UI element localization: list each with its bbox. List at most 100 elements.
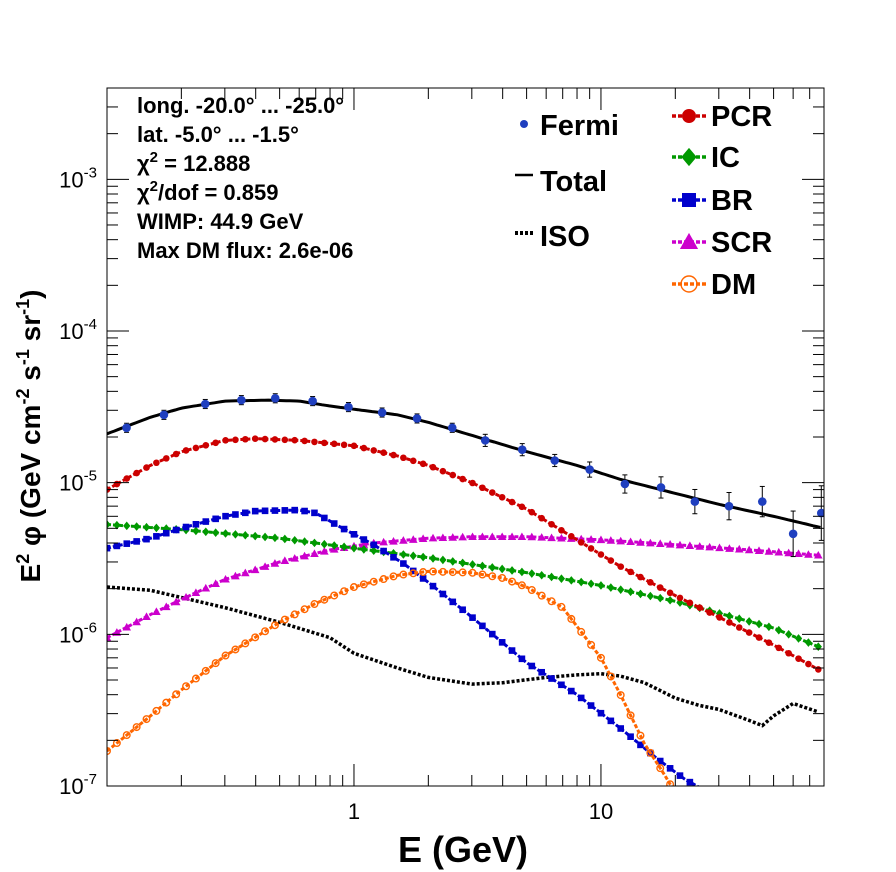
pcr-point — [607, 557, 615, 564]
ic-point — [636, 589, 645, 599]
pcr-point — [212, 439, 219, 447]
pcr-point — [696, 604, 704, 611]
scr-point — [695, 542, 705, 550]
fermi-point — [270, 393, 280, 403]
scr-point — [705, 542, 714, 551]
dm-point — [142, 715, 151, 724]
pcr-point — [222, 437, 229, 444]
dm-point — [369, 577, 378, 586]
pcr-point — [301, 437, 308, 445]
br-point — [182, 523, 190, 531]
pcr-point — [726, 619, 733, 626]
scr-point — [646, 538, 655, 547]
ic-point — [142, 522, 151, 532]
legend-fermi: Fermi — [520, 110, 619, 142]
pcr-point — [597, 551, 605, 558]
pcr-point — [637, 573, 644, 581]
ic-point — [765, 622, 773, 632]
scr-point — [270, 559, 280, 567]
pcr-point — [143, 464, 150, 471]
dm-point — [132, 723, 141, 732]
legend-total: Total — [515, 166, 607, 198]
scr-point — [596, 535, 606, 544]
legend-ic: IC — [672, 142, 740, 174]
ic-point — [340, 542, 348, 552]
pcr-point — [548, 520, 555, 528]
fermi-point — [344, 402, 353, 412]
fit-info-line: long. -20.0° ... -25.0° — [137, 93, 344, 118]
legend: Fermi Total ISO PCR IC BR SCR DM — [515, 101, 772, 301]
br-point — [350, 531, 358, 538]
pcr-point — [182, 447, 190, 454]
ic-point — [251, 531, 259, 541]
legend-pcr-label: PCR — [711, 101, 772, 133]
scr-point — [161, 602, 171, 611]
scr-point — [804, 550, 813, 558]
ic-point — [241, 530, 249, 540]
axes-layer: 1 10 10-7 10-6 10-5 10-4 10-3 — [59, 87, 825, 824]
br-point — [113, 542, 121, 550]
br-point — [172, 526, 180, 534]
fit-info-line: χ2/dof = 0.859 — [137, 178, 278, 205]
br-point — [479, 622, 486, 630]
br-point — [568, 687, 575, 695]
fermi-point — [412, 414, 422, 423]
scr-point — [191, 588, 201, 597]
pcr-point — [508, 498, 516, 506]
dm-point — [340, 587, 349, 596]
pcr-point — [251, 435, 259, 442]
br-point — [133, 538, 140, 545]
pcr-point — [568, 533, 575, 540]
dm-point — [656, 764, 665, 773]
br-point — [271, 507, 279, 514]
y-axis-label: E2 φ (GeV cm-2 s-1 sr-1) — [13, 290, 46, 583]
scr-point — [132, 617, 141, 626]
scr-point — [764, 547, 774, 555]
y-tick-label: 10-6 — [59, 619, 97, 647]
scr-point — [497, 532, 507, 541]
dm-point — [557, 602, 566, 611]
br-point — [232, 511, 239, 518]
pcr-point — [133, 469, 140, 477]
fermi-point — [585, 465, 594, 474]
scr-point — [181, 592, 191, 601]
ic-point — [429, 554, 437, 563]
dm-point — [122, 731, 131, 740]
pcr-point — [321, 439, 328, 447]
pcr-point — [192, 444, 200, 452]
ic-point — [607, 583, 615, 592]
dm-point — [290, 610, 299, 619]
legend-fermi-label: Fermi — [540, 110, 619, 142]
dm-line — [107, 569, 673, 786]
dm-point — [251, 633, 260, 642]
scr-point — [616, 536, 626, 545]
br-point — [518, 655, 526, 663]
fermi-point — [159, 410, 169, 420]
br-point — [577, 694, 585, 702]
scr-point — [636, 538, 645, 546]
br-point — [242, 509, 249, 517]
legend-scr-marker — [679, 232, 699, 249]
fermi-point — [788, 529, 798, 539]
pcr-point — [647, 579, 654, 586]
scr-point — [399, 536, 408, 544]
br-series — [107, 506, 700, 786]
dm-point — [616, 691, 625, 700]
dm-point — [488, 572, 497, 581]
series-layer — [107, 393, 824, 786]
pcr-point — [113, 480, 121, 488]
dm-point — [241, 639, 250, 648]
ic-point — [123, 521, 131, 531]
pcr-point — [340, 441, 348, 449]
ic-point — [271, 533, 279, 543]
br-point — [251, 507, 259, 515]
dm-point — [300, 605, 309, 614]
pcr-point — [390, 451, 397, 459]
scr-point — [517, 532, 527, 541]
pcr-point — [676, 594, 684, 602]
ic-point — [656, 593, 664, 603]
pcr-point — [686, 599, 694, 607]
scr-point — [408, 535, 418, 543]
ic-point — [320, 539, 328, 549]
ic-point — [528, 569, 536, 578]
